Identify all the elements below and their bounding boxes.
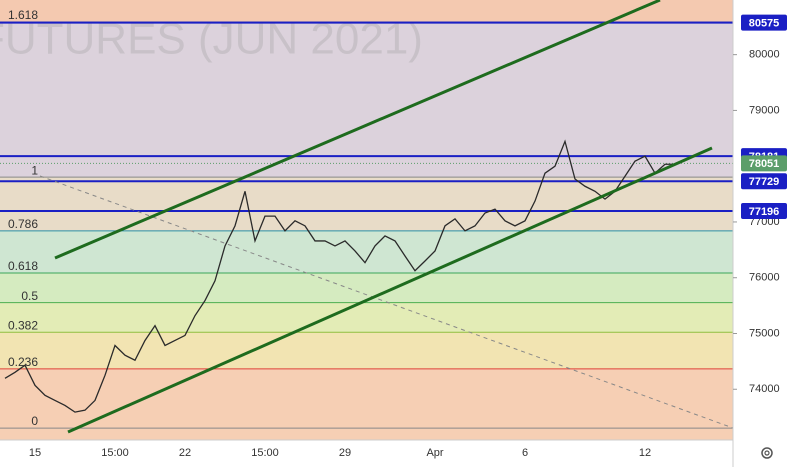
- fib-zone: [0, 332, 733, 369]
- fib-label: 0.382: [8, 318, 38, 332]
- gear-hub[interactable]: [764, 450, 770, 456]
- price-label-box: [741, 173, 787, 190]
- x-tick-label: 15:00: [101, 447, 129, 459]
- channel-upper: [54, 0, 661, 260]
- y-tick-label: 76000: [749, 272, 780, 284]
- fib-label: 1: [31, 163, 38, 177]
- x-tick-label: 15:00: [251, 447, 279, 459]
- fib-zone: [0, 302, 733, 333]
- fib-zone: [0, 230, 733, 273]
- fib-zones: [0, 0, 733, 429]
- fib-zone: [0, 177, 733, 231]
- x-tick-label: Apr: [426, 447, 443, 459]
- axes: 7400075000760007700079000800008057578181…: [29, 14, 787, 459]
- fib-diagonal: [39, 175, 734, 429]
- channel-lower: [67, 146, 713, 434]
- y-tick-label: 75000: [749, 327, 780, 339]
- x-tick-label: 22: [179, 447, 191, 459]
- price-label: 78051: [749, 158, 780, 170]
- fib-label: 0.236: [8, 355, 38, 369]
- fib-label: 0: [31, 414, 38, 428]
- price-axis: [733, 0, 789, 467]
- gear[interactable]: [761, 447, 773, 459]
- price-label-box: [741, 14, 787, 31]
- fib-label: 0.786: [8, 217, 38, 231]
- price-line-series: [4, 139, 675, 413]
- y-tick-label: 74000: [749, 383, 780, 395]
- price-label: 80575: [749, 17, 780, 29]
- x-tick-label: 12: [639, 447, 651, 459]
- fib-zone: [0, 272, 733, 303]
- time-axis: [0, 440, 733, 467]
- fib-label: 1.618: [8, 8, 38, 22]
- y-tick-label: 79000: [749, 104, 780, 116]
- y-tick-label: 80000: [749, 49, 780, 61]
- price-label: 77729: [749, 176, 780, 188]
- price-label-box: [741, 203, 787, 220]
- fib-label: 0.618: [8, 259, 38, 273]
- price-label-box: [741, 155, 787, 172]
- x-tick-label: 6: [522, 447, 528, 459]
- fib-zone: [0, 22, 733, 178]
- x-tick-label: 15: [29, 447, 41, 459]
- fib-zone: [0, 368, 733, 429]
- fib-label: 0.5: [21, 289, 38, 303]
- fib-zone: [0, 0, 733, 23]
- x-tick-label: 29: [339, 447, 351, 459]
- settings-icon[interactable]: [761, 447, 773, 459]
- price-label: 77196: [749, 206, 780, 218]
